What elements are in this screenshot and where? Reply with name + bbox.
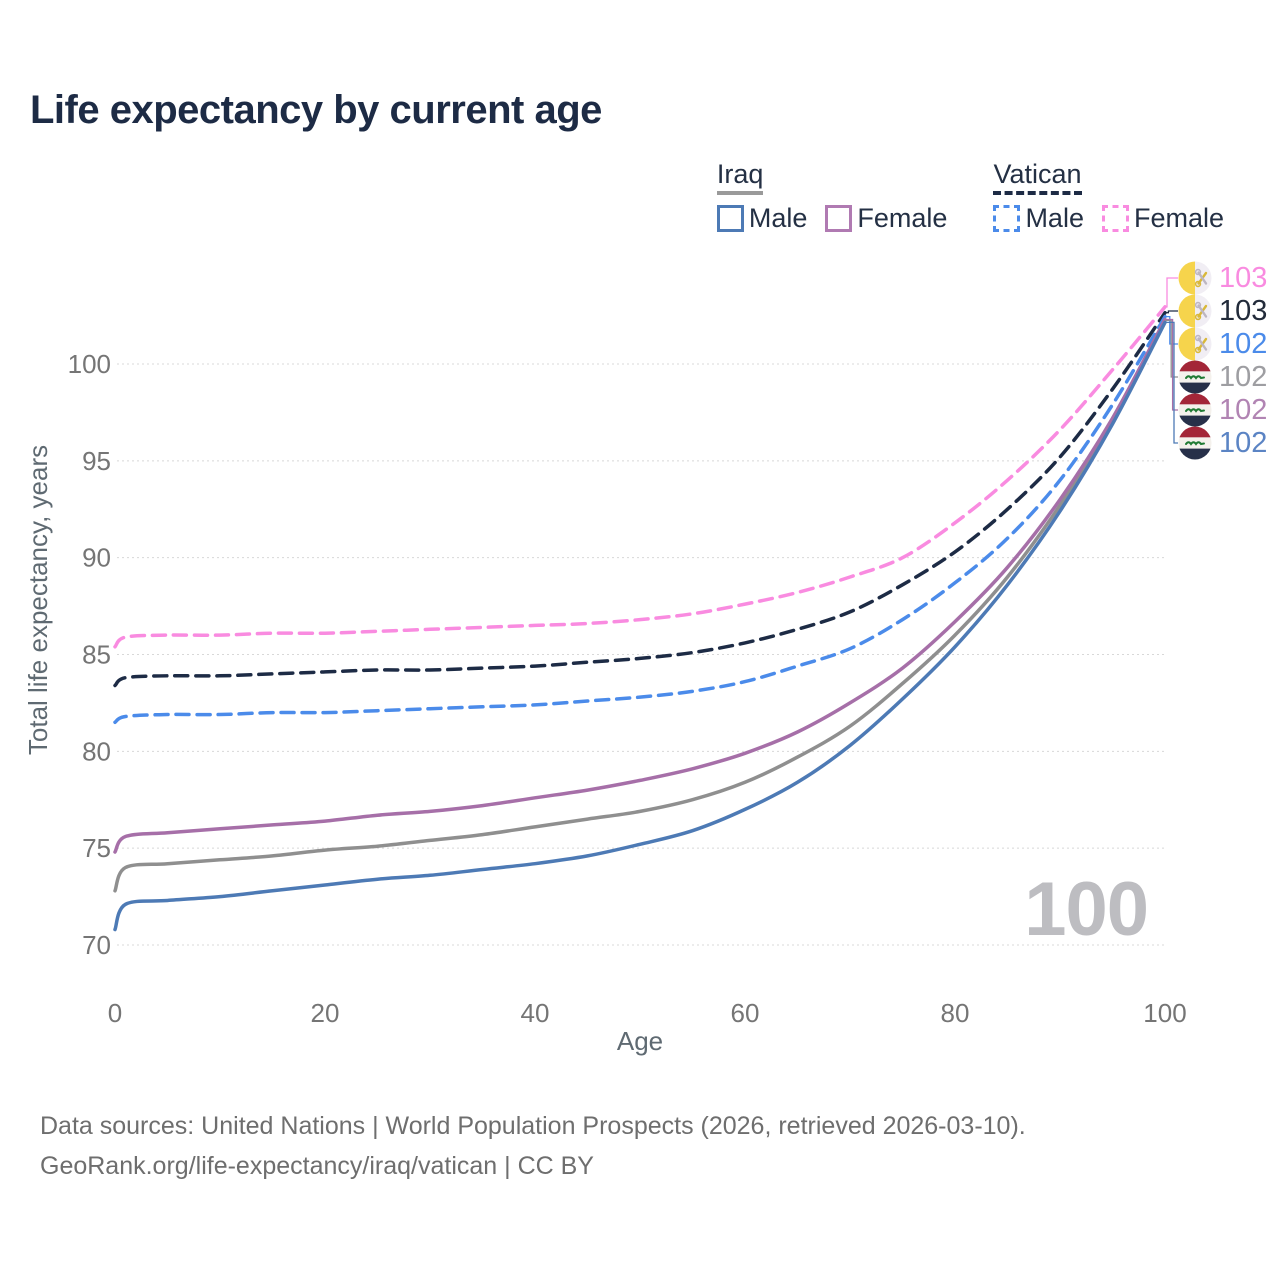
end-label-iraq-male: 102 [1178,426,1267,460]
x-axis-title: Age [617,1026,663,1056]
legend-item-vatican-male[interactable]: Male [993,203,1084,234]
end-label-connectors [1165,277,1178,444]
end-label-vatican-female: 103 [1178,261,1267,295]
series-line-iraq-male[interactable] [113,320,1167,932]
page-title: Life expectancy by current age [30,88,602,132]
vatican-flag-icon [1178,327,1212,361]
footer-source-line: Data sources: United Nations | World Pop… [40,1112,1026,1140]
iraq-flag-icon [1178,393,1212,427]
legend-item-label: Male [1025,203,1084,234]
x-tick-label: 0 [108,998,122,1028]
legend-item-iraq-female[interactable]: Female [825,203,948,234]
legend-group-vatican: Vatican Male Female [993,160,1224,234]
iraq-flag-icon [1178,360,1212,394]
legend-swatch-icon [716,205,744,233]
series-line-iraq-total[interactable] [113,318,1167,893]
legend-item-vatican-female[interactable]: Female [1101,203,1224,234]
end-label-value: 102 [1219,360,1268,393]
legend-swatch-icon [825,205,853,233]
x-tick-label: 20 [311,998,340,1028]
connector-vatican-total [1165,310,1178,314]
series-line-vatican-male[interactable] [113,314,1167,725]
end-label-vatican-male: 102 [1178,327,1267,361]
end-label-value: 103 [1219,261,1268,294]
end-label-iraq-female: 102 [1178,393,1267,427]
y-axis-title: Total life expectancy, years [23,445,53,755]
iraq-flag-icon [1178,426,1212,460]
end-label-vatican-total: 103 [1178,294,1267,328]
end-label-value: 102 [1219,327,1268,360]
x-tick-label: 60 [731,998,760,1028]
x-tick-label: 100 [1143,998,1186,1028]
connector-iraq-male [1165,321,1178,444]
y-tick-label: 75 [82,833,111,863]
y-tick-label: 70 [82,930,111,960]
connector-iraq-female [1165,318,1178,411]
connector-vatican-female [1165,277,1178,308]
age-counter-watermark: 100 [1024,867,1149,952]
x-axis-tick-labels: 0 20 40 60 80 100 [108,998,1187,1028]
y-axis-tick-labels: 70 75 80 85 90 95 100 [68,349,111,960]
end-label-iraq-total: 102 [1178,360,1267,394]
legend-item-iraq-male[interactable]: Male [716,203,808,234]
legend-group-iraq: Iraq Male Female [716,160,948,234]
x-tick-label: 80 [941,998,970,1028]
legend-swatch-icon [993,205,1021,233]
legend-country-iraq[interactable]: Iraq [716,160,764,196]
series-line-vatican-female[interactable] [113,305,1167,649]
legend-items: Male Female [716,203,948,234]
legend: Iraq Male Female Vatican Male Female [716,160,1224,234]
vatican-flag-icon [1178,294,1212,328]
x-tick-label: 40 [521,998,550,1028]
legend-item-label: Female [1133,203,1224,234]
series-lines [113,305,1167,932]
y-tick-label: 85 [82,639,111,669]
end-label-value: 103 [1219,294,1268,327]
vatican-flag-icon [1178,261,1212,295]
legend-item-label: Female [857,203,948,234]
y-tick-label: 90 [82,543,111,573]
series-line-vatican-total[interactable] [113,310,1167,688]
y-tick-label: 95 [82,446,111,476]
footer: Data sources: United Nations | World Pop… [40,1106,1026,1186]
legend-item-label: Male [748,203,808,234]
legend-items: Male Female [993,203,1224,234]
legend-country-vatican[interactable]: Vatican [993,160,1082,196]
footer-url-line: GeoRank.org/life-expectancy/iraq/vatican… [40,1152,594,1180]
gridlines [117,363,1167,946]
end-label-value: 102 [1219,393,1268,426]
series-line-iraq-female[interactable] [113,317,1167,854]
y-tick-label: 100 [68,349,111,379]
y-tick-label: 80 [82,736,111,766]
legend-swatch-icon [1101,205,1129,233]
end-label-value: 102 [1219,426,1268,459]
connector-iraq-total [1165,319,1178,378]
